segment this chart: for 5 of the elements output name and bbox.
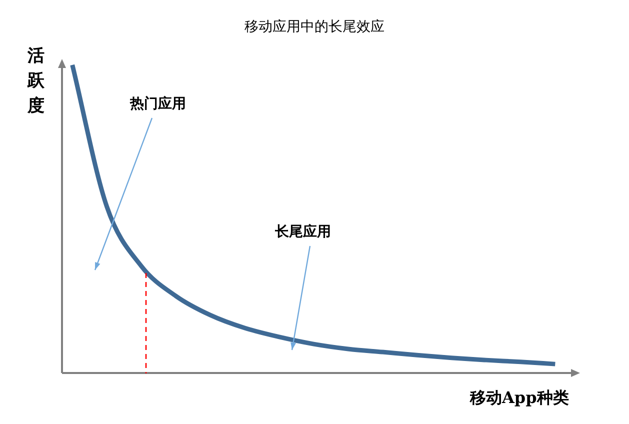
annotation: 热门应用 [130, 95, 186, 113]
y-axis-title: 活跃度 [28, 46, 44, 116]
chart-title: 移动应用中的长尾效应 [244, 18, 386, 36]
annotation: 长尾应用 [275, 223, 331, 241]
x-axis-title: 移动App种类 [470, 388, 569, 409]
